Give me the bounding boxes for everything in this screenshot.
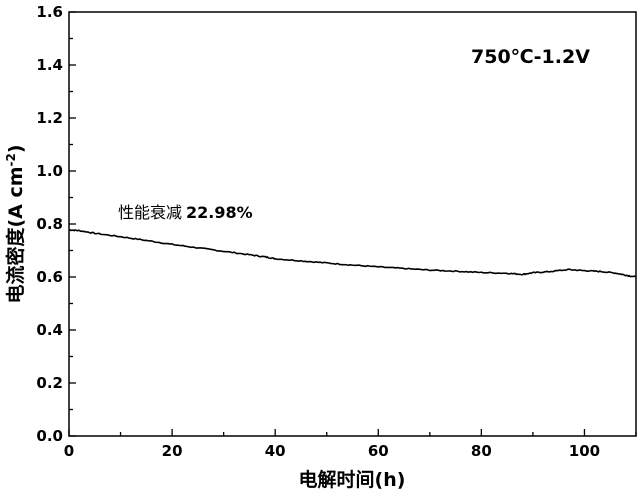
condition-label: 750℃-1.2V xyxy=(471,46,590,68)
x-axis-title: 电解时间(h) xyxy=(299,468,406,491)
y-axis-title-main: 电流密度(A cm xyxy=(4,166,27,303)
x-tick-label: 60 xyxy=(368,442,389,460)
y-axis-title: 电流密度(A cm-2) xyxy=(4,144,27,303)
y-tick-label: 1.6 xyxy=(36,3,63,21)
plot-frame xyxy=(68,11,637,437)
y-tick-label: 0.8 xyxy=(36,215,63,233)
y-tick-label: 1.0 xyxy=(36,162,63,180)
x-tick-label: 80 xyxy=(471,442,492,460)
axis-ticks xyxy=(68,11,637,437)
degradation-prefix: 性能衰减 xyxy=(118,203,182,222)
y-tick-label: 0.0 xyxy=(36,427,63,445)
tick-labels: 0 20 40 60 80 100 0.0 0.2 0.4 0.6 0.8 1.0 1.2 1.4 1.6 xyxy=(36,3,600,460)
x-tick-label: 20 xyxy=(162,442,183,460)
y-tick-label: 0.4 xyxy=(36,321,63,339)
x-tick-label: 0 xyxy=(64,442,74,460)
y-tick-label: 0.2 xyxy=(36,374,63,392)
y-axis-title-superscript: -2 xyxy=(4,153,18,166)
x-tick-label: 40 xyxy=(265,442,286,460)
series-line xyxy=(68,228,637,278)
y-tick-label: 0.6 xyxy=(36,268,63,286)
y-axis-title-close: ) xyxy=(5,144,27,153)
degradation-value: 22.98% xyxy=(186,203,253,222)
degradation-annotation: 性能衰减 22.98% xyxy=(118,203,253,222)
y-tick-label: 1.2 xyxy=(36,109,63,127)
x-tick-label: 100 xyxy=(569,442,600,460)
y-tick-label: 1.4 xyxy=(36,56,63,74)
